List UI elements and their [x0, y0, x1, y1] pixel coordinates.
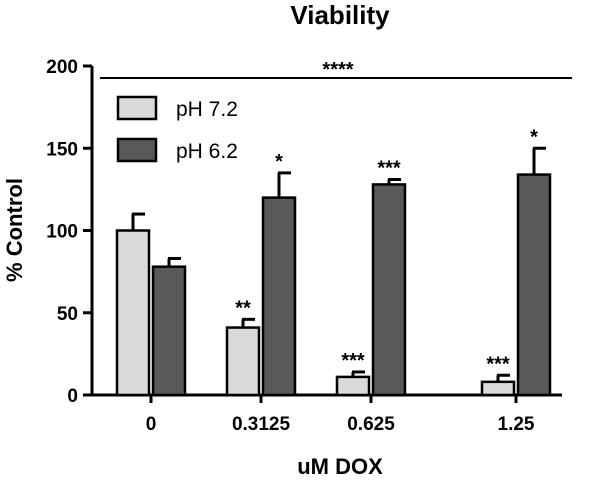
- legend-label: pH 6.2: [176, 140, 238, 163]
- x-axis-title: uM DOX: [297, 454, 383, 479]
- legend-swatch: [116, 137, 158, 163]
- legend-label: pH 7.2: [176, 98, 238, 121]
- significance-label: ***: [486, 353, 510, 375]
- bar-ph62: [261, 196, 297, 397]
- chart-title: Viability: [290, 0, 390, 30]
- y-tick-label: 50: [57, 304, 78, 325]
- bar-ph62: [151, 265, 187, 397]
- bar-ph62: [371, 183, 407, 397]
- bar-ph72: [335, 375, 371, 397]
- y-tick-label: 200: [46, 57, 78, 78]
- overall-significance: ****: [322, 59, 353, 81]
- y-tick-label: 100: [46, 222, 78, 243]
- y-axis-title: % Control: [2, 178, 27, 282]
- y-tick-label: 150: [46, 139, 78, 160]
- bar-ph72: [115, 229, 151, 397]
- significance-label: *: [275, 151, 283, 173]
- bar-ph72: [480, 380, 516, 397]
- significance-label: **: [235, 297, 251, 319]
- significance-label: ***: [341, 350, 365, 372]
- y-tick-label: 0: [67, 386, 78, 407]
- x-tick-label: 0.3125: [232, 414, 291, 435]
- x-tick-label: 1.25: [498, 414, 535, 435]
- x-tick-label: 0.625: [347, 414, 395, 435]
- x-tick-label: 0: [146, 414, 157, 435]
- legend-swatch: [116, 95, 158, 121]
- significance-label: ***: [377, 158, 401, 180]
- bar-ph62: [516, 173, 552, 397]
- bar-ph72: [225, 326, 261, 397]
- significance-label: *: [530, 126, 538, 148]
